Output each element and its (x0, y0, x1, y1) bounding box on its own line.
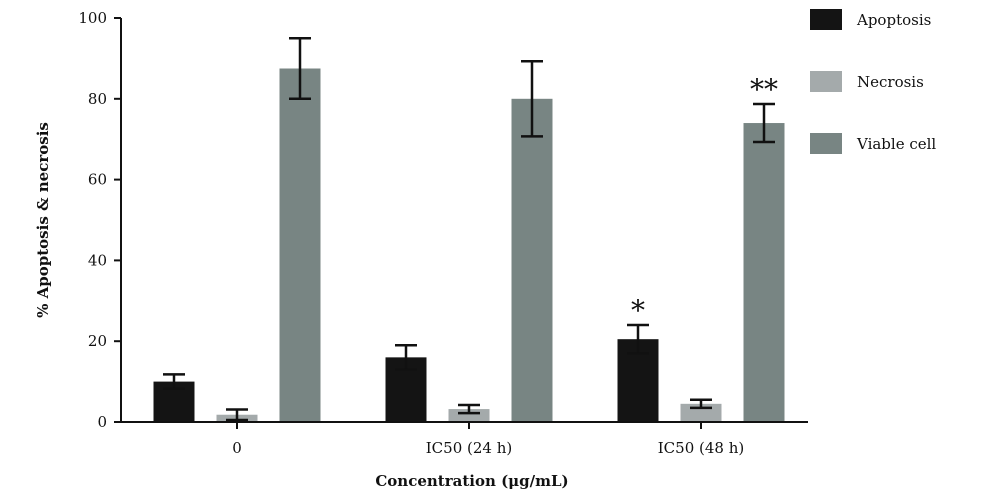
y-tick-label: 0 (97, 413, 107, 431)
y-axis-title: % Apoptosis & necrosis (34, 122, 52, 318)
error-bar (521, 59, 543, 138)
legend-swatch (810, 71, 842, 92)
legend-item: Apoptosis (810, 9, 931, 30)
legend-label: Viable cell (856, 135, 936, 153)
error-bar (289, 36, 311, 101)
x-axis-ticks: 0 IC50 (24 h) IC50 (48 h) (232, 422, 744, 457)
error-bar (690, 398, 712, 410)
bar-viable-cell (743, 123, 785, 422)
error-bars (163, 36, 775, 422)
legend-swatch (810, 9, 842, 30)
legend-item: Necrosis (810, 71, 924, 92)
x-tick-label: 0 (232, 439, 242, 457)
y-tick-label: 100 (78, 9, 107, 27)
error-bar (458, 403, 480, 415)
significance-annotations: *** (631, 73, 778, 327)
y-tick-label: 20 (88, 332, 107, 350)
legend-label: Necrosis (857, 73, 924, 91)
legend-swatch (810, 133, 842, 154)
error-bar (627, 323, 649, 355)
bar-viable-cell (279, 68, 321, 422)
y-axis-ticks: 0 20 40 60 80 100 (78, 9, 121, 431)
error-bar (395, 343, 417, 371)
legend: Apoptosis Necrosis Viable cell (810, 9, 936, 154)
error-bar (753, 102, 775, 144)
legend-item: Viable cell (810, 133, 936, 154)
legend-label: Apoptosis (856, 11, 931, 29)
error-bar (163, 373, 185, 391)
bar-viable-cell (511, 98, 553, 423)
x-tick-label: IC50 (24 h) (426, 439, 512, 457)
y-tick-label: 40 (88, 251, 107, 269)
error-bar (226, 408, 248, 422)
x-axis-title: Concentration (μg/mL) (375, 472, 568, 490)
significance-marker: ** (750, 73, 778, 106)
y-tick-label: 80 (88, 90, 107, 108)
y-tick-label: 60 (88, 171, 107, 189)
significance-marker: * (631, 294, 645, 327)
x-tick-label: IC50 (48 h) (658, 439, 744, 457)
bars (153, 68, 785, 423)
